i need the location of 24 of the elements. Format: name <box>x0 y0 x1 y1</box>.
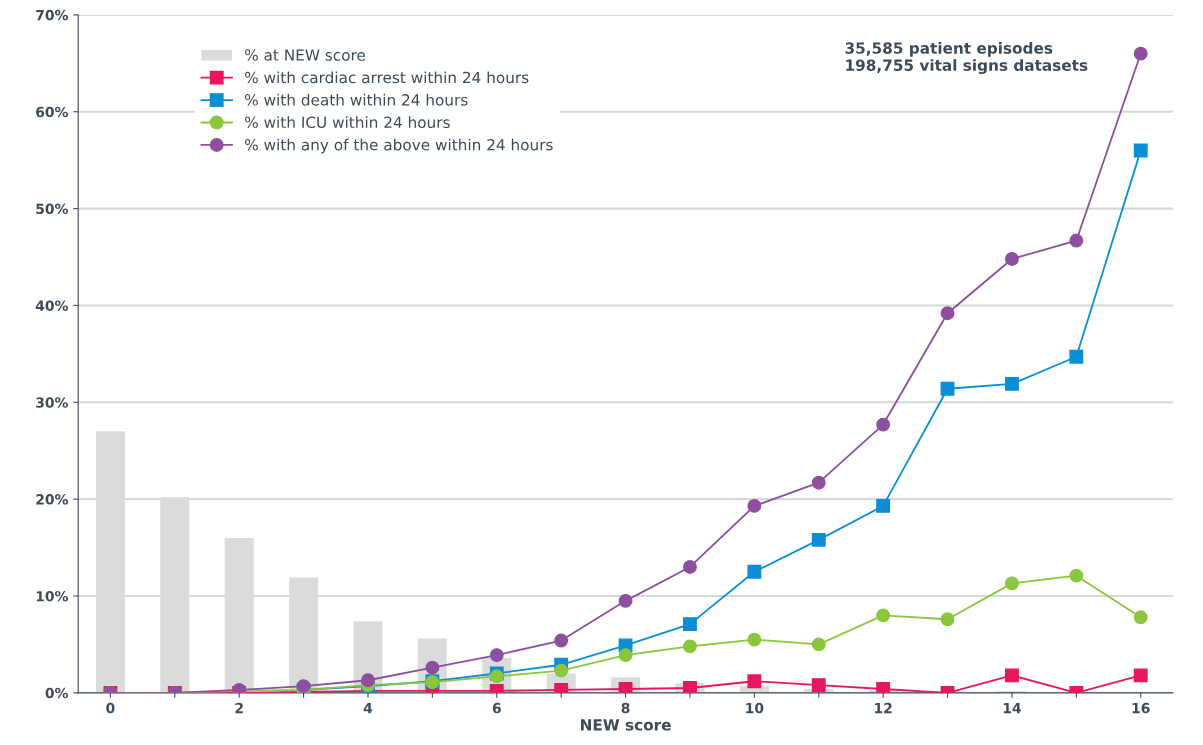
x-tick-label: 4 <box>363 703 373 714</box>
y-tick-label: 10% <box>36 590 69 602</box>
y-tick-label: 0% <box>45 687 69 699</box>
x-tick-label: 2 <box>235 702 243 714</box>
y-tick-label: 60% <box>36 106 69 118</box>
y-tick-label: 50% <box>36 203 69 215</box>
y-tick-label: 70% <box>36 9 69 21</box>
legend-label: % with any of the above within 24 hours <box>245 138 553 154</box>
legend-label: % at NEW score <box>245 49 366 61</box>
y-tick-label: 20% <box>36 494 69 505</box>
x-axis-title: NEW score <box>581 719 671 731</box>
x-tick-label: 14 <box>1003 703 1021 714</box>
legend-label: % with death within 24 hours <box>245 93 468 106</box>
x-tick-label: 12 <box>875 702 892 714</box>
legend-label: % with ICU within 24 hours <box>245 116 450 129</box>
legend-label: % with cardiac arrest within 24 hours <box>245 71 529 84</box>
x-tick-label: 16 <box>1132 702 1150 714</box>
x-tick-label: 6 <box>492 702 501 714</box>
x-tick-label: 0 <box>106 702 115 714</box>
annotation: 35,585 patient episodes 198,755 vital signs datasets <box>845 42 1088 75</box>
x-tick-label: 10 <box>746 702 764 714</box>
y-tick-label: 30% <box>36 397 69 408</box>
y-tick-label: 40% <box>35 300 69 311</box>
x-tick-label: 8 <box>621 702 630 714</box>
